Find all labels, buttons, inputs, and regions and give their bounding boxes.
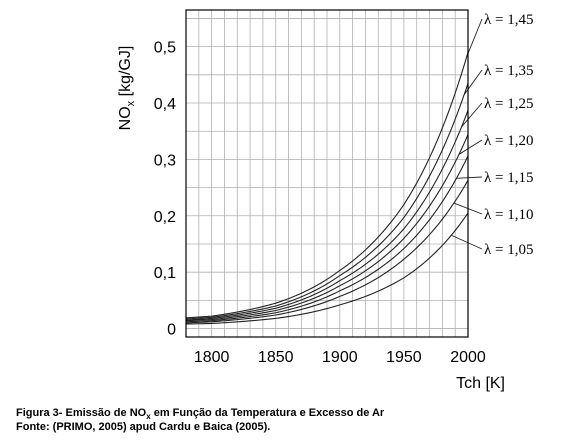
legend-leader bbox=[451, 234, 483, 250]
x-axis-label: Tch [K] bbox=[456, 375, 505, 392]
y-tick-label: 0 bbox=[167, 322, 176, 339]
plot-frame bbox=[185, 9, 469, 338]
series-line bbox=[185, 52, 469, 319]
series-line bbox=[185, 179, 469, 324]
legend-leader bbox=[458, 139, 483, 155]
legend-label: λ = 1,45 bbox=[484, 12, 533, 28]
figure-caption: Figura 3- Emissão de NOx em Função da Te… bbox=[16, 407, 384, 421]
caption-subscript: x bbox=[146, 412, 151, 422]
y-tick-label: 0,3 bbox=[154, 152, 176, 169]
legend-label: λ = 1,25 bbox=[484, 96, 533, 112]
y-tick-label: 0,1 bbox=[154, 265, 176, 282]
y-axis-label-rest: [kg/GJ] bbox=[117, 46, 134, 101]
y-tick-label: 0,5 bbox=[154, 40, 176, 57]
x-tick-label: 1900 bbox=[322, 349, 358, 366]
legend-label: λ = 1,35 bbox=[484, 63, 533, 79]
series-curves bbox=[185, 52, 469, 325]
y-tick-label: 0,2 bbox=[154, 209, 176, 226]
x-tick-label: 1950 bbox=[386, 349, 422, 366]
y-tick-label: 0,4 bbox=[154, 96, 176, 113]
x-tick-label: 1850 bbox=[258, 349, 294, 366]
legend-leader bbox=[461, 102, 483, 128]
series-line bbox=[185, 83, 469, 320]
y-tick-labels: 0 0,1 0,2 0,3 0,4 0,5 bbox=[154, 40, 176, 339]
legend: λ = 1,45 λ = 1,35 λ = 1,25 λ = 1,20 λ = 1,15… bbox=[484, 12, 533, 258]
series-line bbox=[185, 212, 469, 325]
caption-prefix: Figura 3- Emissão de NO bbox=[16, 407, 147, 419]
legend-label: λ = 1,05 bbox=[484, 242, 533, 258]
series-line bbox=[185, 110, 469, 321]
grid-lines bbox=[186, 10, 468, 337]
x-tick-label: 2000 bbox=[450, 349, 486, 366]
x-tick-labels: 1800 1850 1900 1950 2000 bbox=[194, 349, 486, 366]
series-line bbox=[185, 134, 469, 322]
legend-leader bbox=[463, 69, 483, 95]
legend-label: λ = 1,20 bbox=[484, 133, 533, 149]
legend-label: λ = 1,10 bbox=[484, 207, 533, 223]
y-axis-label: NOx [kg/GJ] bbox=[117, 46, 137, 131]
x-tick-label: 1800 bbox=[194, 349, 230, 366]
legend-leader-lines bbox=[451, 18, 483, 250]
caption-suffix: em Função da Temperatura e Excesso de Ar bbox=[150, 407, 385, 419]
y-axis-label-main: NO bbox=[117, 106, 134, 130]
y-axis-label-sub: x bbox=[125, 100, 137, 106]
legend-label: λ = 1,15 bbox=[484, 170, 533, 186]
legend-leader bbox=[466, 18, 483, 57]
figure-source: Fonte: (PRIMO, 2005) apud Cardu e Baica … bbox=[16, 421, 271, 433]
legend-leader bbox=[456, 176, 483, 179]
series-line bbox=[185, 155, 469, 323]
nox-chart: 1800 1850 1900 1950 2000 0 0,1 0,2 0,3 0,4 0,5 λ … bbox=[117, 9, 533, 392]
